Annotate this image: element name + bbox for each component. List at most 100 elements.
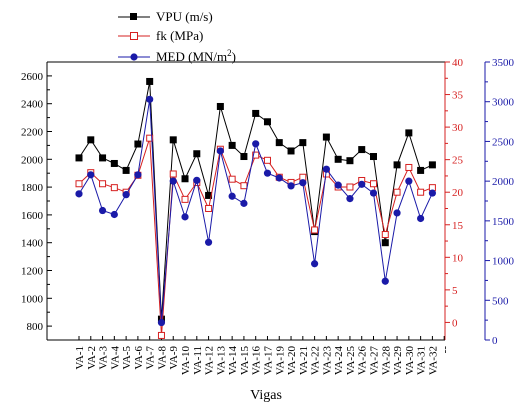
data-point [193,150,201,158]
legend-item-vpu: VPU (m/s) [118,9,213,24]
series-3 [75,95,436,327]
data-point [169,177,177,185]
data-point [405,177,413,185]
x-tick-label: VA-24 [333,346,345,376]
data-point [98,206,107,215]
data-point [417,214,425,223]
data-point [393,161,401,169]
data-point [110,210,118,219]
fk-tick-label: 35 [452,90,464,102]
data-point [110,159,118,167]
data-point [428,189,436,197]
data-point [311,226,319,234]
data-point [205,191,213,199]
data-point [228,192,236,200]
data-point [346,157,354,165]
data-point [122,191,130,199]
data-point [252,151,260,159]
fk-tick-label: 10 [452,252,464,264]
data-point [287,182,295,190]
axes: 800 1000 1200 1400 1600 1800 2000 2200 2400 2600 0… [21,57,515,375]
left-tick-label: 2000 [21,154,44,166]
series-line [78,81,433,320]
data-point [405,163,413,171]
x-axis-title: Vigas [250,388,282,403]
fk-tick-label: 0 [452,317,458,329]
plot-frame [46,61,486,341]
x-tick-label: VA-22 [310,346,322,375]
med-tick-label: 3000 [492,97,515,109]
legend-marker-vpu [130,13,137,20]
x-tick-label: VA-13 [215,346,227,376]
fk-tick-label: 20 [452,187,464,199]
x-tick-label: VA-7 [145,346,157,370]
x-tick-label: VA-23 [321,346,333,376]
data-point [134,140,142,148]
x-tick-label: VA-5 [121,346,133,370]
data-point [181,213,189,221]
x-tick-label: VA-30 [404,346,416,376]
x-tick-label: VA-9 [168,346,180,370]
x-tick-label: VA-1 [74,346,86,370]
data-point [146,95,154,103]
x-tick-label: VA-27 [369,346,381,376]
x-tick-label: VA-3 [98,346,110,370]
left-tick-label: 1600 [21,210,44,222]
left-tick-label: 2600 [21,71,44,83]
x-tick-label: VA-12 [204,346,216,375]
data-point [75,180,83,188]
data-point [181,175,189,183]
left-tick-label: 2400 [21,99,44,111]
data-point [87,171,95,179]
data-point [99,154,107,162]
data-point [393,188,401,196]
data-point [263,169,272,177]
legend-marker-fk [130,32,138,40]
data-point [275,139,283,147]
x-tick-label: VA-14 [227,346,239,376]
data-point [299,139,307,147]
data-point [228,141,236,149]
data-point [417,166,425,174]
x-tick-label: VA-25 [345,346,357,376]
data-point [87,136,95,144]
data-point [346,183,354,191]
x-tick-label: VA-8 [156,346,168,370]
data-point [322,165,330,173]
legend-label-med-prefix: MED (MN/m [156,49,227,64]
data-point [216,147,224,155]
series-2 [75,134,436,339]
x-tick-label: -- [439,346,451,354]
legend-label-med: MED (MN/m2) [156,48,236,64]
data-point [181,195,189,203]
med-tick-label: 1500 [492,216,515,228]
data-point [134,171,142,179]
x-tick-label: VA-29 [392,346,404,376]
data-point [146,134,154,142]
med-tick-label: 0 [492,335,498,347]
data-point [322,133,330,141]
legend-item-fk: fk (MPa) [118,28,203,43]
data-point [287,147,295,155]
legend-label-vpu: VPU (m/s) [156,9,213,24]
data-point [263,118,271,126]
x-tick-label: VA-10 [180,346,192,376]
data-point [205,204,213,212]
data-point [252,109,260,117]
data-point [346,195,354,203]
data-point [99,180,107,188]
x-tick-label: VA-21 [298,346,310,375]
data-point [169,136,177,144]
x-tick-label: VA-15 [239,346,251,376]
x-tick-label: VA-6 [133,346,145,370]
left-tick-label: 800 [27,321,44,333]
data-point [358,146,366,154]
data-point [110,184,118,192]
x-tick-label: VA-4 [109,346,121,370]
x-tick-label: VA-20 [286,346,298,376]
legend-label-med-sup: 2 [227,48,232,58]
left-tick-label: 1200 [21,266,44,278]
legend-label-fk: fk (MPa) [156,28,203,43]
x-tick-label: VA-32 [427,346,439,375]
data-point [358,180,366,188]
